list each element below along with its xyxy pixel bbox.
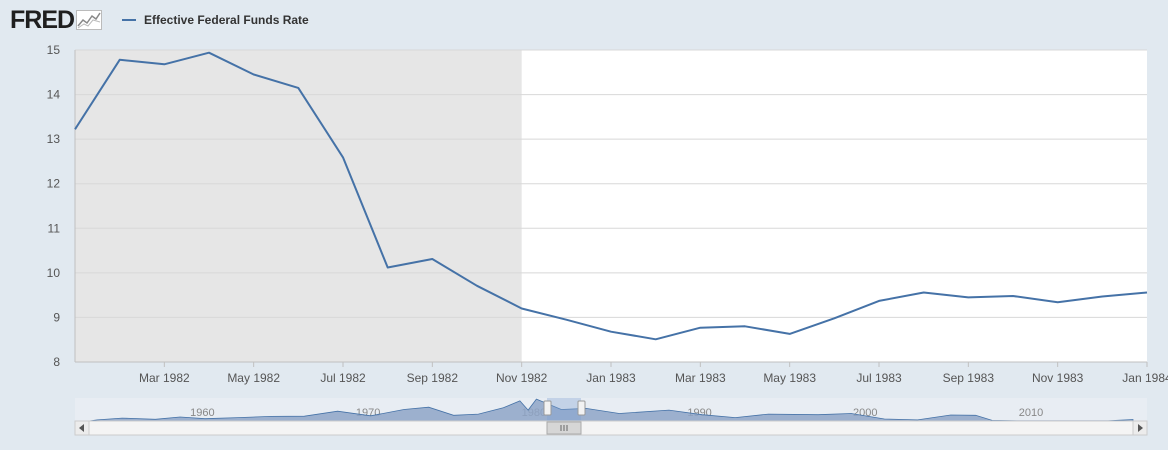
x-tick-label: Jul 1982: [320, 371, 366, 385]
navigator-selected-range[interactable]: [547, 398, 581, 422]
scrollbar-track[interactable]: [74, 420, 1148, 436]
x-tick-label: Jan 1984: [1122, 371, 1168, 385]
navigator-year-label: 1960: [190, 407, 214, 419]
grip-icon: [560, 425, 568, 431]
navigator-right-handle[interactable]: [577, 400, 586, 416]
x-tick-label: Sep 1982: [407, 371, 459, 385]
navigator-scrollbar[interactable]: [74, 420, 1148, 436]
x-tick-label: May 1982: [227, 371, 280, 385]
fred-logo-text: FRED: [10, 6, 75, 34]
trend-chart-icon: [76, 10, 103, 30]
navigator-left-handle[interactable]: [543, 400, 552, 416]
x-axis-ticks: Mar 1982 May 1982 Jul 1982 Sep 1982 Nov 1982…: [139, 362, 1168, 385]
x-tick-label: Jan 1983: [586, 371, 636, 385]
y-tick-label: 10: [47, 266, 61, 280]
arrow-right-icon: [1138, 424, 1143, 432]
chart-header: FRED Effective Federal Funds Rate: [0, 0, 1168, 40]
x-tick-label: Mar 1983: [675, 371, 726, 385]
x-tick-label: Sep 1983: [943, 371, 995, 385]
recession-shading: [75, 50, 522, 362]
x-tick-label: Nov 1983: [1032, 371, 1084, 385]
y-tick-label: 12: [47, 177, 61, 191]
y-tick-label: 14: [47, 88, 61, 102]
series-line-effective-federal-funds-rate: [74, 51, 1148, 341]
navigator-year-label: 2010: [1019, 407, 1043, 419]
arrow-left-icon: [79, 424, 84, 432]
gridlines: [75, 49, 1147, 318]
range-navigator[interactable]: 196019701980199020002010: [75, 398, 1147, 422]
fred-logo[interactable]: FRED: [10, 6, 103, 34]
y-tick-label: 15: [47, 43, 61, 57]
y-tick-label: 11: [48, 221, 61, 235]
y-tick-label: 13: [47, 132, 61, 146]
x-tick-label: May 1983: [763, 371, 816, 385]
legend-series-swatch: [122, 19, 136, 21]
x-tick-label: Mar 1982: [139, 371, 190, 385]
y-axis-ticks: 8 9 10 11 12 13 14 15: [47, 43, 61, 369]
chart-legend[interactable]: Effective Federal Funds Rate: [122, 10, 309, 30]
y-tick-label: 9: [53, 310, 60, 324]
x-tick-label: Jul 1983: [856, 371, 902, 385]
x-tick-label: Nov 1982: [496, 371, 548, 385]
legend-series-label: Effective Federal Funds Rate: [144, 13, 309, 27]
y-tick-label: 8: [53, 355, 60, 369]
